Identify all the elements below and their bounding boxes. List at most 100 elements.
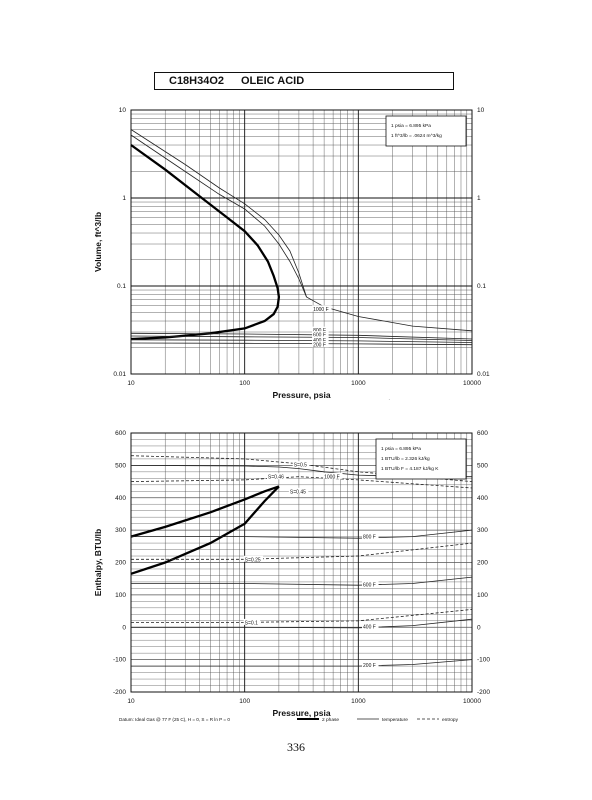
annotation-label: S=0.46 bbox=[268, 475, 284, 481]
legend-label: entropy bbox=[442, 717, 459, 723]
plot-frame bbox=[130, 432, 473, 693]
series-2phase-line bbox=[130, 485, 280, 538]
x-axis-label: Pressure, psia bbox=[272, 390, 330, 400]
y-tick-label: -200 bbox=[113, 689, 126, 696]
x-tick-label: 10000 bbox=[463, 380, 481, 387]
info-box bbox=[375, 438, 467, 480]
annotation-bg bbox=[312, 336, 329, 343]
y-tick-label-right: 600 bbox=[477, 430, 488, 437]
y-tick-label: -100 bbox=[113, 657, 126, 664]
x-tick-label: 10 bbox=[127, 380, 135, 387]
y-tick-label: 300 bbox=[115, 527, 126, 534]
series-entropy-line bbox=[130, 476, 473, 489]
annotation-label: 200 F bbox=[363, 663, 376, 669]
y-tick-label-right: 0.01 bbox=[477, 371, 490, 378]
annotation-bg bbox=[266, 473, 287, 480]
info-box-line: 1 psia = 6.895 kPa bbox=[381, 446, 421, 452]
y-tick-label-right: 0.1 bbox=[477, 283, 486, 290]
series-temperature-line bbox=[131, 576, 473, 586]
info-box-line: 1 ft^3/lb = .0624 m^3/kg bbox=[391, 133, 442, 139]
info-box-line: 1 psia = 6.895 kPa bbox=[391, 123, 431, 129]
y-tick-label-right: 200 bbox=[477, 560, 488, 567]
legend-label: temperature bbox=[442, 399, 468, 400]
y-tick-label-right: -100 bbox=[477, 657, 490, 664]
y-tick-label-right: 400 bbox=[477, 495, 488, 502]
y-tick-label-right: 100 bbox=[477, 592, 488, 599]
y-tick-label: 0.01 bbox=[113, 371, 126, 378]
annotation-label: 800 F bbox=[363, 535, 376, 541]
series-2phase-line bbox=[130, 485, 280, 575]
annotation-bg bbox=[288, 487, 309, 494]
enthalpy-chart: S=0.5 S=0.46 1000 F S=0.45 800 F S=0.25 600 F S… bbox=[93, 430, 490, 723]
y-tick-label: 0 bbox=[122, 624, 126, 631]
annotation-bg bbox=[362, 661, 379, 668]
chemical-formula: C18H34O2 bbox=[169, 75, 225, 87]
annotation-label: 1000 F bbox=[313, 307, 329, 313]
annotation-label: 600 F bbox=[313, 333, 326, 339]
y-tick-label: 500 bbox=[115, 462, 126, 469]
annotation-bg bbox=[323, 472, 343, 479]
y-tick-label: 100 bbox=[115, 592, 126, 599]
info-box-line: 1 BTU/lb = 2.326 kJ/kg bbox=[381, 456, 430, 462]
annotation-label: 200 F bbox=[313, 343, 326, 349]
y-tick-label: 600 bbox=[115, 430, 126, 437]
y-tick-label: 10 bbox=[119, 107, 127, 114]
y-tick-label: 1 bbox=[122, 195, 126, 202]
x-tick-label: 1000 bbox=[351, 380, 366, 387]
legend-label: temperature bbox=[382, 717, 408, 723]
annotation-bg bbox=[312, 326, 329, 333]
annotation-label: 400 F bbox=[313, 338, 326, 344]
series-temperature-line bbox=[130, 134, 307, 298]
y-tick-label: 200 bbox=[115, 560, 126, 567]
y-tick-label-right: 500 bbox=[477, 462, 488, 469]
x-tick-label: 100 bbox=[239, 698, 250, 705]
annotation-label: 1000 F bbox=[324, 474, 340, 480]
series-temperature-line bbox=[131, 618, 473, 629]
x-tick-label: 1000 bbox=[351, 698, 366, 705]
y-tick-label-right: -200 bbox=[477, 689, 490, 696]
x-axis-label: Pressure, psia bbox=[272, 708, 330, 718]
annotation-label: S=0.25 bbox=[245, 557, 261, 563]
y-tick-label-right: 10 bbox=[477, 107, 485, 114]
chart-title-box: C18H34O2 OLEIC ACID bbox=[154, 72, 454, 90]
info-box-line: 1 BTU/lb F = 4.187 kJ/kg K bbox=[381, 466, 439, 472]
series-temperature-line bbox=[130, 342, 473, 346]
y-tick-label-right: 0 bbox=[477, 624, 481, 631]
grid bbox=[130, 432, 473, 693]
series-temperature-line bbox=[130, 335, 473, 341]
x-tick-label: 10 bbox=[127, 698, 135, 705]
info-box bbox=[385, 115, 467, 147]
annotation-label: S=0.5 bbox=[294, 463, 307, 469]
annotation-bg bbox=[312, 341, 329, 348]
series-2phase-line bbox=[130, 144, 281, 341]
y-tick-label: 0.1 bbox=[117, 283, 126, 290]
y-axis-label: Volume, ft^3/lb bbox=[93, 212, 103, 272]
page-number: 336 bbox=[287, 740, 305, 754]
annotation-bg bbox=[362, 533, 379, 540]
series-temperature-line bbox=[130, 339, 473, 343]
y-tick-label-right: 300 bbox=[477, 527, 488, 534]
series-entropy-line bbox=[131, 609, 473, 623]
annotation-bg bbox=[243, 618, 261, 625]
annotation-bg bbox=[362, 623, 379, 630]
series-temperature-line bbox=[131, 529, 473, 539]
y-tick-label-right: 1 bbox=[477, 195, 481, 202]
annotation-bg bbox=[312, 305, 332, 312]
annotation-label: 800 F bbox=[313, 328, 326, 334]
x-tick-label: 10000 bbox=[463, 698, 481, 705]
compound-name: OLEIC ACID bbox=[241, 75, 305, 87]
x-tick-label: 100 bbox=[239, 380, 250, 387]
annotation-bg bbox=[292, 461, 310, 468]
annotation-label: 400 F bbox=[363, 625, 376, 631]
annotation-label: 600 F bbox=[363, 583, 376, 589]
annotation-bg bbox=[312, 331, 329, 338]
annotation-bg bbox=[243, 555, 264, 562]
annotation-label: S=0.45 bbox=[290, 489, 306, 495]
series-temperature-line bbox=[131, 659, 473, 667]
y-tick-label: 400 bbox=[115, 495, 126, 502]
series-temperature-line bbox=[130, 129, 473, 332]
y-axis-label: Enthalpy, BTU/lb bbox=[93, 529, 103, 596]
annotation-label: S=0.1 bbox=[245, 620, 258, 626]
